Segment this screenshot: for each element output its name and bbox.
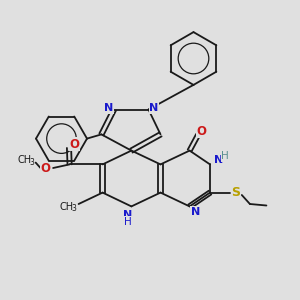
Text: N: N: [214, 155, 223, 165]
Text: N: N: [123, 210, 132, 220]
Text: H: H: [124, 217, 132, 227]
Text: CH: CH: [59, 202, 74, 212]
Text: S: S: [231, 185, 240, 199]
Text: N: N: [149, 103, 158, 113]
Text: 3: 3: [72, 204, 76, 213]
Text: 3: 3: [29, 158, 34, 166]
Text: CH: CH: [17, 155, 32, 165]
Text: N: N: [191, 207, 200, 217]
Text: O: O: [40, 162, 51, 175]
Text: H: H: [221, 151, 229, 161]
Text: O: O: [69, 137, 79, 151]
Text: O: O: [196, 125, 207, 138]
Text: N: N: [104, 103, 113, 113]
